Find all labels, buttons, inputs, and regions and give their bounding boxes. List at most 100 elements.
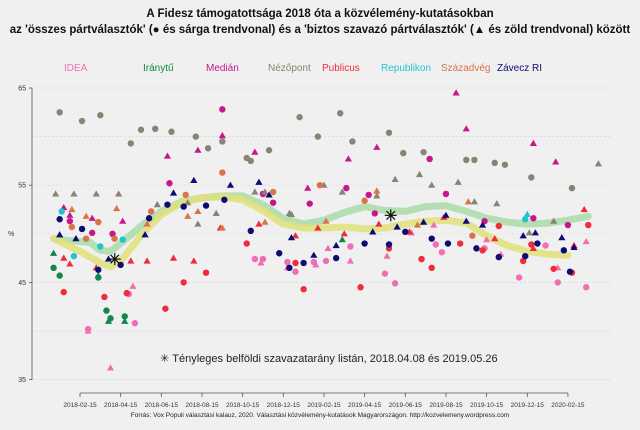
point-circle-nezopont [219, 138, 226, 145]
point-circle-nezopont [337, 110, 344, 117]
point-circle-idea [554, 279, 561, 286]
point-triangle-publicus [66, 260, 74, 267]
point-circle-szazadveg [361, 197, 368, 204]
asterisk-stroke [386, 210, 396, 220]
point-circle-idea [438, 249, 446, 256]
point-triangle-zavecz-ri [442, 211, 450, 218]
y-tick-label: 65 [18, 86, 26, 93]
point-triangle-nezopont [594, 160, 603, 167]
point-triangle-median [373, 143, 381, 150]
point-triangle-nezopont [212, 209, 220, 216]
point-circle-nezopont [192, 133, 200, 140]
point-circle-median [371, 210, 378, 217]
chart-title: A Fidesz támogatottsága 2018 óta a közvé… [146, 8, 494, 20]
chart-subtitle: az 'összes pártválasztók' (● és sárga tr… [9, 24, 631, 36]
point-circle-nezopont [56, 109, 63, 116]
point-triangle-idea [383, 252, 391, 259]
point-triangle-idea [483, 236, 491, 243]
annotation-text: Tényleges belföldi szavazatarány listán,… [172, 353, 498, 365]
point-circle-szazadveg [95, 218, 102, 226]
point-circle-publicus [60, 288, 67, 296]
point-triangle-szazadveg [184, 212, 192, 219]
point-circle-republikon [70, 252, 78, 260]
point-circle-publicus [243, 240, 250, 247]
point-circle-median [269, 199, 277, 206]
point-triangle-nezopont [153, 201, 161, 208]
point-circle-zavecz-ri [385, 241, 393, 248]
point-circle-nezopont [349, 138, 356, 145]
point-triangle-median [452, 89, 460, 96]
point-triangle-szazadveg [112, 204, 121, 212]
point-circle-zavecz-ri [247, 227, 254, 235]
point-circle-idea [84, 325, 92, 333]
point-triangle-zavecz-ri [558, 234, 566, 241]
point-triangle-idea [324, 244, 332, 251]
point-triangle-zavecz-ri [190, 176, 198, 183]
point-circle-zavecz-ri [202, 202, 210, 209]
source-note: Forrás: Vox Populi választási kalauz, 20… [130, 412, 510, 419]
y-tick-label: 35 [18, 377, 26, 384]
x-tick-label: 2019-10-15 [470, 402, 504, 409]
x-tick-label: 2019-08-15 [429, 402, 463, 409]
point-triangle-publicus [529, 244, 537, 251]
point-triangle-median [304, 184, 312, 191]
point-circle-szazadveg [82, 235, 90, 242]
point-triangle-szazadveg [68, 205, 76, 213]
legend-item-zavecz: Závecz RI [497, 63, 543, 74]
y-tick-label: 45 [18, 280, 26, 287]
point-triangle-nezopont [550, 217, 558, 224]
point-triangle-nezopont [194, 220, 202, 227]
point-triangle-publicus [127, 257, 135, 264]
point-triangle-szazadveg [143, 220, 151, 227]
point-circle-publicus [550, 265, 557, 272]
point-circle-idea [284, 258, 291, 266]
point-triangle-idea [582, 237, 590, 245]
point-circle-zavecz-ri [361, 240, 368, 247]
point-triangle-nezopont [261, 188, 269, 195]
point-triangle-publicus [340, 230, 348, 237]
point-circle-idea [542, 242, 549, 249]
point-circle-nezopont [78, 117, 86, 125]
point-triangle-nezopont [338, 188, 346, 195]
point-circle-idea [251, 255, 259, 263]
point-triangle-zavecz-ri [419, 218, 428, 225]
point-triangle-publicus [190, 257, 198, 264]
point-circle-szazadveg [269, 188, 277, 196]
point-triangle-szazadveg [413, 221, 422, 228]
point-circle-idea [391, 280, 399, 287]
point-triangle-nezopont [287, 210, 296, 217]
point-triangle-publicus [580, 205, 588, 213]
point-circle-szazadveg [182, 191, 189, 199]
point-circle-publicus [202, 269, 210, 276]
point-circle-szazadveg [469, 232, 476, 239]
point-circle-szazadveg [111, 235, 118, 242]
point-triangle-nezopont [470, 198, 479, 205]
point-circle-idea [322, 257, 330, 265]
point-triangle-median [462, 125, 470, 132]
point-circle-median [166, 180, 173, 187]
point-triangle-median [218, 132, 226, 139]
point-circle-idea [310, 258, 317, 266]
point-circle-zavecz-ri [117, 261, 124, 269]
point-triangle-zavecz-ri [310, 251, 318, 258]
point-triangle-zavecz-ri [478, 221, 487, 228]
point-triangle-nezopont [70, 190, 78, 197]
point-triangle-publicus [60, 254, 68, 261]
asterisk-icon: ✳ [160, 353, 173, 365]
point-triangle-publicus [255, 220, 263, 227]
trend-line-all-voters [50, 193, 572, 271]
actual-result-asterisk-icon [384, 209, 397, 222]
point-triangle-publicus [143, 257, 151, 264]
point-circle-nezopont [420, 148, 427, 156]
point-circle-publicus [585, 221, 592, 229]
point-circle-nezopont [265, 147, 273, 154]
point-triangle-zavecz-ri [570, 243, 578, 251]
point-circle-nezopont [471, 156, 478, 164]
point-circle-zavecz-ri [495, 253, 502, 261]
point-circle-iranytu [107, 315, 114, 322]
point-triangle-zavecz-ri [265, 191, 273, 198]
point-circle-median [306, 200, 313, 207]
point-circle-republikon [522, 216, 529, 223]
point-triangle-nezopont [115, 190, 123, 197]
point-circle-zavecz-ri [56, 216, 63, 223]
